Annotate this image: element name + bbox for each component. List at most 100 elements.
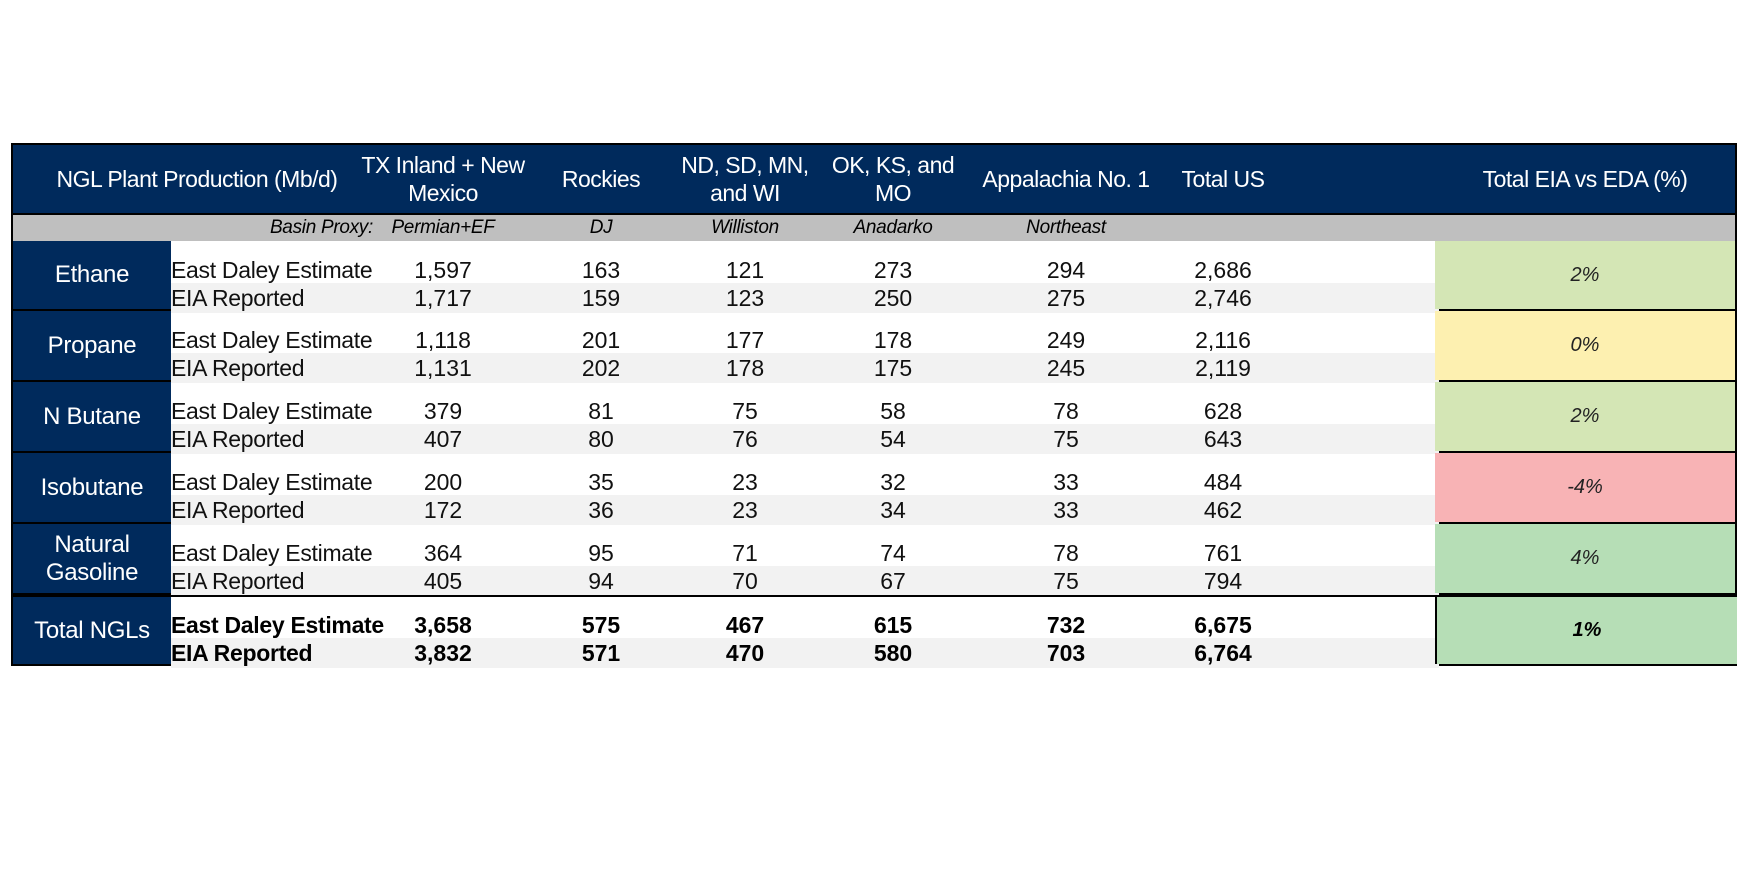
- col-header-appalachia: Appalachia No. 1: [982, 166, 1150, 192]
- value-cell: 34: [880, 497, 906, 523]
- value-cell: 32: [880, 469, 906, 495]
- value-cell: 121: [725, 257, 765, 283]
- product-name: Propane: [13, 311, 171, 380]
- value-cell: 75: [732, 398, 758, 424]
- col-header-total-eia-vs-eda: Total EIA vs EDA (%): [1482, 166, 1688, 192]
- table-row: East Daley Estimate 364 95 71 74 78 761: [171, 538, 1439, 568]
- col-header-total-us: Total US: [1181, 166, 1265, 192]
- row-label: East Daley Estimate: [171, 469, 373, 495]
- value-cell: 202: [581, 355, 621, 381]
- value-cell: 78: [1053, 540, 1079, 566]
- value-cell: 35: [588, 469, 614, 495]
- table-row: EIA Reported 172 36 23 34 33 462: [171, 495, 1439, 525]
- value-cell: 75: [1053, 568, 1079, 594]
- basin-proxy-value: DJ: [589, 217, 613, 238]
- basin-proxy-row: Basin Proxy: Permian+EF DJ Williston Ana…: [11, 215, 1737, 241]
- value-cell: 484: [1203, 469, 1243, 495]
- value-cell: 732: [1046, 612, 1086, 638]
- value-cell: 123: [725, 285, 765, 311]
- product-group-ethane: Ethane East Daley Estimate 1,597 163 121 273 2…: [11, 241, 1737, 313]
- col-header-rockies: Rockies: [561, 166, 641, 192]
- value-cell: 575: [581, 612, 621, 638]
- value-cell: 580: [873, 640, 913, 666]
- row-label: EIA Reported: [171, 568, 305, 594]
- col-header-ok-ks-mo: OK, KS, and MO: [831, 152, 955, 206]
- value-cell: 23: [732, 469, 758, 495]
- table-row: East Daley Estimate 1,597 163 121 273 294 2,68…: [171, 255, 1439, 285]
- table-row: EIA Reported 1,717 159 123 250 275 2,746: [171, 283, 1439, 313]
- product-name: Total NGLs: [13, 597, 171, 664]
- product-group-isobutane: Isobutane East Daley Estimate 200 35 23 32 33 4…: [11, 453, 1737, 525]
- value-cell: 177: [725, 327, 765, 353]
- value-cell: 178: [873, 327, 913, 353]
- value-cell: 794: [1203, 568, 1243, 594]
- pct-diff-cell: -4%: [1435, 453, 1735, 522]
- value-cell: 273: [873, 257, 913, 283]
- value-cell: 71: [732, 540, 758, 566]
- value-cell: 81: [588, 398, 614, 424]
- pct-diff-cell: 0%: [1435, 311, 1735, 380]
- value-cell: 379: [423, 398, 463, 424]
- value-cell: 80: [588, 426, 614, 452]
- value-cell: 3,832: [414, 640, 472, 666]
- value-cell: 245: [1046, 355, 1086, 381]
- row-label: East Daley Estimate: [171, 257, 373, 283]
- value-cell: 33: [1053, 497, 1079, 523]
- pct-diff-cell: 2%: [1435, 382, 1735, 451]
- value-cell: 2,119: [1195, 355, 1251, 381]
- product-group-propane: Propane East Daley Estimate 1,118 201 177 178…: [11, 311, 1737, 383]
- table-row: East Daley Estimate 379 81 75 58 78 628: [171, 396, 1439, 426]
- table-row: EIA Reported 407 80 76 54 75 643: [171, 424, 1439, 454]
- value-cell: 159: [581, 285, 621, 311]
- value-cell: 2,686: [1194, 257, 1252, 283]
- value-cell: 95: [588, 540, 614, 566]
- row-label: EIA Reported: [171, 426, 305, 452]
- value-cell: 615: [873, 612, 913, 638]
- table-row: EIA Reported 1,131 202 178 175 245 2,119: [171, 353, 1439, 383]
- pct-diff-cell: 4%: [1435, 524, 1735, 593]
- product-name: Natural Gasoline: [13, 524, 171, 593]
- product-name: Ethane: [13, 241, 171, 309]
- value-cell: 407: [423, 426, 463, 452]
- value-cell: 54: [880, 426, 906, 452]
- row-label: EIA Reported: [171, 285, 305, 311]
- value-cell: 249: [1046, 327, 1086, 353]
- row-label: EIA Reported: [171, 497, 305, 523]
- row-label: EIA Reported: [171, 640, 313, 666]
- value-cell: 6,675: [1194, 612, 1252, 638]
- table-title: NGL Plant Production (Mb/d): [56, 166, 338, 192]
- table-header: NGL Plant Production (Mb/d) TX Inland + …: [11, 143, 1737, 215]
- value-cell: 178: [725, 355, 765, 381]
- value-cell: 94: [588, 568, 614, 594]
- value-cell: 703: [1046, 640, 1086, 666]
- value-cell: 643: [1203, 426, 1243, 452]
- value-cell: 201: [581, 327, 621, 353]
- value-cell: 250: [873, 285, 913, 311]
- value-cell: 67: [880, 568, 906, 594]
- value-cell: 58: [880, 398, 906, 424]
- value-cell: 1,597: [414, 257, 472, 283]
- row-label: East Daley Estimate: [171, 327, 373, 353]
- value-cell: 163: [581, 257, 621, 283]
- value-cell: 405: [423, 568, 463, 594]
- value-cell: 36: [588, 497, 614, 523]
- value-cell: 467: [725, 612, 765, 638]
- value-cell: 628: [1203, 398, 1243, 424]
- value-cell: 571: [581, 640, 621, 666]
- product-group-total-ngls: Total NGLs East Daley Estimate 3,658 575 467…: [11, 595, 1737, 668]
- value-cell: 200: [423, 469, 463, 495]
- value-cell: 33: [1053, 469, 1079, 495]
- basin-proxy-value: Permian+EF: [391, 217, 495, 238]
- value-cell: 74: [880, 540, 906, 566]
- value-cell: 364: [423, 540, 463, 566]
- value-cell: 275: [1046, 285, 1086, 311]
- value-cell: 3,658: [414, 612, 472, 638]
- value-cell: 470: [725, 640, 765, 666]
- row-label: EIA Reported: [171, 355, 305, 381]
- pct-diff-cell: 1%: [1435, 597, 1737, 664]
- col-header-tx-nm: TX Inland + New Mexico: [361, 152, 525, 206]
- basin-proxy-label: Basin Proxy:: [269, 217, 373, 238]
- basin-proxy-value: Northeast: [1026, 217, 1106, 238]
- table-row: East Daley Estimate 1,118 201 177 178 249 2,11…: [171, 325, 1439, 355]
- value-cell: 75: [1053, 426, 1079, 452]
